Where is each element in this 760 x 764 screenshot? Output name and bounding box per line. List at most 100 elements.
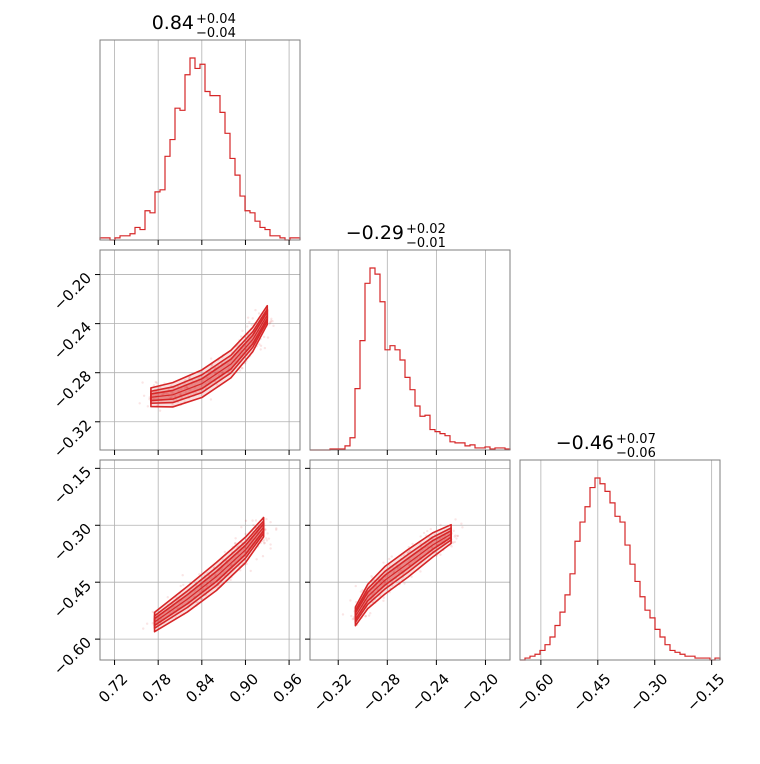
scatter-point [268,323,271,326]
histogram-1 [310,267,511,451]
y-tick-label: −0.28 [50,367,95,412]
scatter-point [254,308,257,312]
scatter-point [179,584,182,588]
scatter-point [364,614,368,618]
scatter-point [146,405,150,408]
scatter-point [454,518,457,521]
scatter-point [152,397,155,400]
contour-level-2 [354,529,452,621]
y-tick-label: −0.60 [50,633,95,678]
scatter-point [202,587,205,591]
scatter-point [241,367,244,370]
scatter-point [370,575,373,578]
scatter-point [163,392,166,395]
scatter-point [246,325,249,328]
panel-1-1: −0.29 +0.02−0.01 [309,222,511,455]
scatter-point [429,527,432,531]
scatter-point [229,578,232,582]
scatter-point [179,387,183,391]
scatter-point [410,575,413,578]
scatter-point [452,529,455,533]
scatter-point [259,344,263,348]
scatter-point [264,528,267,531]
scatter-point [160,393,164,396]
title-value-0: 0.84 [152,12,194,34]
scatter-point [254,519,258,522]
scatter-point [221,371,225,374]
scatter-point [341,613,345,616]
contour-level-0 [150,304,269,408]
scatter-point [419,535,422,538]
scatter-point [244,532,247,536]
x-tick-label: −0.20 [457,670,502,715]
x-tick-label: −0.45 [569,670,614,715]
scatter-point [382,596,386,599]
panel-2-0: 0.72 0.78 0.84 0.90 0.96 −0.60 −0.45 −0.30 −0.15 [50,459,306,706]
scatter-point [379,580,383,583]
scatter-point [349,599,352,602]
scatter-point [234,537,237,540]
scatter-point [171,403,174,407]
scatter-point [239,335,243,338]
y-tick-label: −0.24 [50,318,95,363]
contour-level-1 [153,520,265,630]
scatter-point [269,319,273,322]
scatter-point [407,563,411,567]
x-tick-label: 0.84 [182,670,218,706]
title-minus-1: −0.01 [406,236,446,251]
title-plus-0: +0.04 [196,12,236,27]
scatter-point [246,316,250,319]
scatter-point [265,539,269,542]
scatter-point [265,517,268,521]
scatter-point [152,384,156,387]
contour-level-2 [153,522,265,627]
histogram-0 [99,57,301,241]
scatter-point [158,409,162,412]
x-tick-label: −0.32 [310,670,355,715]
scatter-point [350,614,353,618]
scatter-point [354,584,357,588]
scatter-point [210,364,214,367]
scatter-point [240,366,243,370]
scatter-point [176,607,179,610]
x-tick-label: −0.15 [683,670,728,715]
scatter-point [262,335,266,339]
contour-level-1 [354,527,452,624]
scatter-point [234,541,237,545]
scatter-point [460,522,463,525]
scatter-point [450,545,453,548]
title-minus-0: −0.04 [196,26,236,41]
scatter-point [361,588,364,592]
scatter-point [209,357,213,360]
scatter-point [452,541,455,544]
scatter-point [399,565,402,568]
scatter-point [409,549,412,552]
scatter-point [151,610,155,614]
scatter-point [269,520,272,524]
histogram-2 [520,477,721,661]
scatter-point [262,538,266,542]
scatter-point [257,312,261,315]
panel-0-0: 0.84 +0.04−0.04 [99,12,301,245]
scatter-point [272,324,275,328]
scatter-point [454,534,457,537]
scatter-point [419,542,422,545]
scatter-point [419,570,422,573]
scatter-point [239,569,242,572]
scatter-point [220,371,224,375]
scatter-point [411,542,414,546]
scatter-point [453,540,457,544]
y-tick-label: −0.45 [50,577,95,622]
scatter-point [453,535,456,538]
axes-frame [309,249,511,451]
x-tick-label: −0.24 [408,670,453,715]
scatter-point [266,336,270,339]
contour-level-2 [150,310,269,402]
scatter-point [461,526,464,529]
scatter-point [261,554,265,558]
scatter-point [155,381,158,385]
scatter-point [264,537,268,540]
x-tick-label: −0.30 [626,670,671,715]
scatter-point [244,519,248,522]
